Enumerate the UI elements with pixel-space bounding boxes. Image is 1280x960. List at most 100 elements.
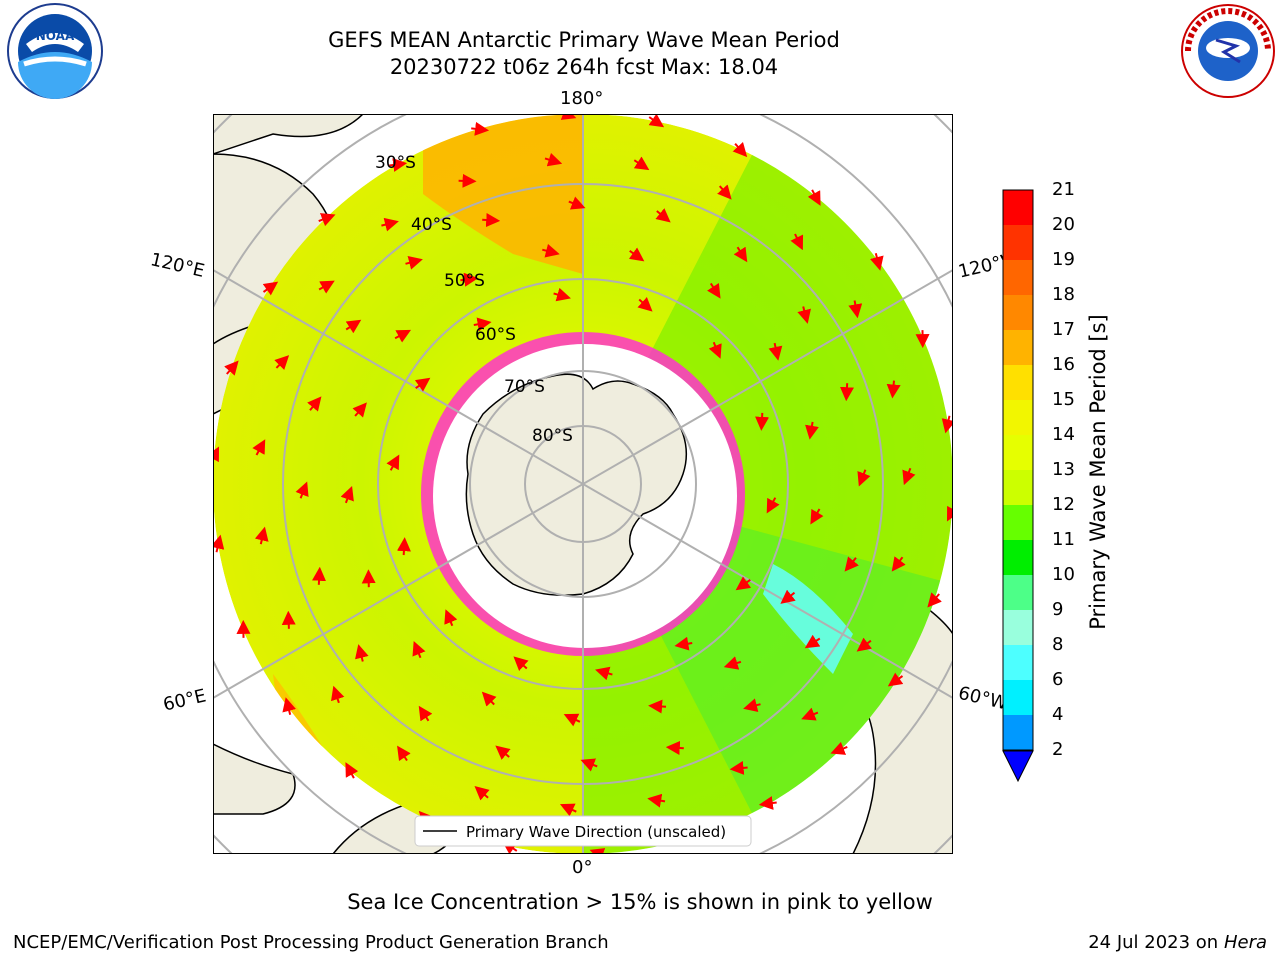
colorbar — [1002, 189, 1034, 783]
wave-arrow — [345, 762, 359, 779]
footer-date-text: 24 Jul 2023 on — [1088, 932, 1224, 953]
colorbar-tick-label: 20 — [1052, 214, 1075, 235]
wave-arrow — [553, 287, 571, 302]
wave-arrow — [281, 610, 296, 629]
wave-arrow — [766, 497, 780, 514]
antarctica-land — [465, 373, 688, 596]
wave-arrow — [887, 672, 904, 687]
colorbar-segment — [1003, 645, 1033, 680]
wave-arrow — [755, 412, 770, 431]
wave-arrow — [394, 329, 412, 343]
legend-label: Primary Wave Direction (unscaled) — [466, 823, 726, 841]
wave-arrow — [857, 469, 871, 487]
wave-arrow — [648, 114, 665, 128]
footer-credit: NCEP/EMC/Verification Post Processing Pr… — [13, 932, 609, 953]
wave-arrow — [252, 439, 266, 456]
wave-arrow — [474, 785, 490, 801]
lat-label-50s: 50°S — [444, 271, 485, 291]
colorbar-tick-label: 21 — [1052, 179, 1075, 200]
wave-arrow — [848, 300, 863, 319]
wave-arrow — [513, 656, 529, 671]
map-panel: 30°S 40°S 50°S 60°S 70°S 80°S Primary Wa… — [212, 113, 954, 855]
nws-logo-icon — [1181, 4, 1275, 98]
colorbar-segment — [1003, 295, 1033, 330]
wave-arrow — [396, 537, 411, 556]
wave-arrow — [807, 189, 821, 206]
colorbar-segment — [1003, 400, 1033, 435]
wave-arrow — [637, 297, 653, 312]
wave-arrow — [262, 281, 279, 296]
wave-arrow — [274, 355, 290, 371]
wave-arrow — [381, 217, 399, 232]
wave-arrow — [628, 247, 645, 262]
wave-arrow — [735, 576, 752, 591]
colorbar-tick-label: 18 — [1052, 284, 1075, 305]
colorbar-tick-label: 13 — [1052, 459, 1075, 480]
colorbar-segment — [1003, 435, 1033, 470]
wave-arrow — [389, 158, 408, 172]
wave-arrow — [544, 152, 563, 167]
wave-arrow — [352, 402, 367, 418]
lat-label-80s: 80°S — [532, 426, 573, 446]
colorbar-tick-label: 9 — [1052, 599, 1064, 620]
wave-arrow — [481, 691, 497, 707]
wave-arrow — [790, 233, 804, 251]
wave-arrow — [405, 256, 423, 270]
wave-arrow — [580, 758, 598, 772]
wave-arrow — [224, 360, 239, 376]
wave-arrow — [458, 173, 477, 188]
wave-arrow — [665, 740, 684, 755]
wave-arrow — [568, 196, 586, 210]
sea-ice-note: Sea Ice Concentration > 15% is shown in … — [347, 890, 933, 914]
wave-arrow — [801, 707, 819, 721]
wave-arrow — [282, 697, 296, 715]
colorbar-segment — [1003, 540, 1033, 575]
colorbar-segment — [1003, 260, 1033, 295]
wave-arrow — [723, 656, 742, 670]
wave-arrow — [707, 282, 721, 299]
colorbar-tick-label: 19 — [1052, 249, 1075, 270]
wave-arrow — [331, 685, 345, 704]
wave-arrow — [805, 421, 819, 440]
wave-arrow — [839, 383, 854, 402]
wave-arrow — [647, 793, 666, 808]
colorbar-tick-label: 15 — [1052, 389, 1075, 410]
colorbar-label: Primary Wave Mean Period [s] — [1086, 314, 1110, 630]
wave-arrow — [213, 534, 225, 553]
colorbar-segment — [1003, 365, 1033, 400]
wave-arrow — [708, 341, 722, 359]
wave-arrow — [733, 246, 748, 263]
colorbar-segment — [1003, 470, 1033, 505]
lat-label-40s: 40°S — [411, 215, 452, 235]
noaa-logo-icon: NOAA — [7, 3, 103, 99]
wave-arrow — [810, 508, 824, 525]
wave-arrow — [886, 380, 901, 399]
wave-arrow — [856, 637, 872, 652]
footer-host: Hera — [1223, 932, 1267, 953]
wave-arrow — [559, 803, 577, 817]
colorbar-segment — [1003, 610, 1033, 645]
colorbar-tick-label: 10 — [1052, 564, 1075, 585]
chart-subtitle: 20230722 t06z 264h fcst Max: 18.04 — [389, 55, 779, 79]
wave-arrow — [495, 745, 511, 760]
wave-arrow — [768, 342, 783, 361]
wave-arrow — [482, 213, 501, 228]
wave-arrow — [355, 644, 369, 662]
colorbar-segment — [1003, 190, 1033, 225]
colorbar-tick-label: 12 — [1052, 494, 1075, 515]
colorbar-segment — [1003, 225, 1033, 260]
wave-arrow — [595, 666, 613, 681]
svg-text:NOAA: NOAA — [36, 29, 75, 43]
lon-label-120e: 120°E — [148, 249, 207, 282]
wave-arrow — [844, 556, 859, 572]
wave-arrow — [444, 609, 458, 627]
wave-arrow — [414, 377, 431, 392]
wave-arrow — [797, 306, 811, 324]
chart-title: GEFS MEAN Antarctic Primary Wave Mean Pe… — [328, 28, 840, 52]
graticule — [213, 114, 953, 854]
wave-arrow — [870, 253, 884, 271]
colorbar-segment — [1003, 575, 1033, 610]
wave-arrow — [345, 319, 362, 334]
wave-arrow — [743, 698, 761, 712]
colorbar-tick-label: 16 — [1052, 354, 1075, 375]
